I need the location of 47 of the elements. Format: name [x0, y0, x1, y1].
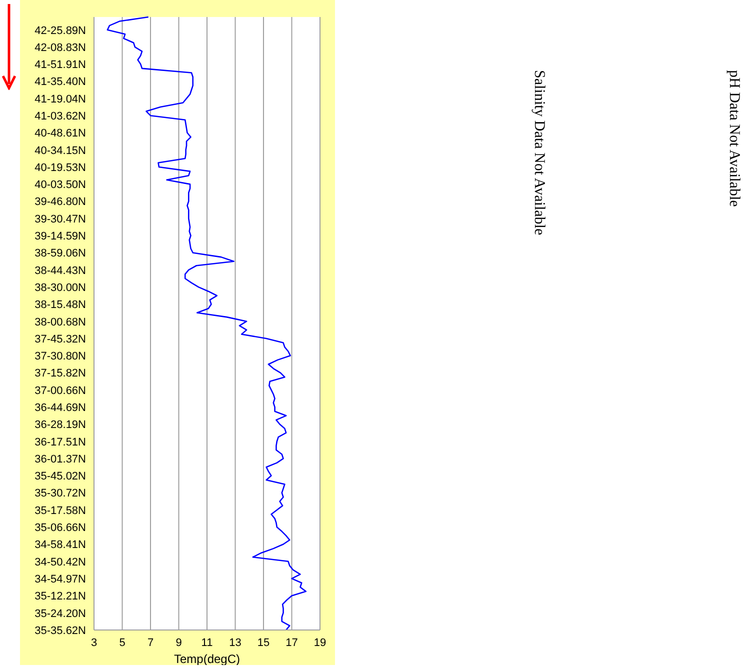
x-tick-label: 15 — [257, 636, 270, 649]
y-tick-label: 41-51.91N — [34, 59, 86, 72]
y-tick-label: 35-30.72N — [34, 488, 86, 500]
y-tick-label: 34-54.97N — [34, 573, 86, 586]
y-tick-label: 40-34.15N — [34, 144, 86, 157]
y-tick-label: 36-01.37N — [34, 453, 86, 466]
y-tick-label: 34-58.41N — [34, 539, 86, 552]
y-tick-label: 39-30.47N — [34, 213, 86, 226]
x-tick-label: 13 — [229, 636, 242, 649]
text: Salinity Data Not Available — [530, 70, 547, 236]
text: pH Data Not Available — [725, 70, 742, 207]
y-tick-label: 38-00.68N — [34, 316, 86, 328]
x-tick-label: 5 — [119, 636, 126, 649]
x-tick-label: 17 — [286, 636, 298, 649]
y-tick-label: 35-35.62N — [34, 624, 86, 637]
y-tick-label: 35-17.58N — [34, 504, 86, 517]
y-tick-label: 35-12.21N — [34, 590, 86, 603]
y-tick-label: 38-15.48N — [34, 299, 86, 312]
y-tick-label: 36-44.69N — [34, 402, 86, 414]
y-tick-label: 36-17.51N — [34, 436, 86, 448]
x-tick-label: 7 — [147, 636, 154, 649]
y-tick-label: 40-48.61N — [34, 128, 86, 140]
y-tick-label: 36-28.19N — [34, 419, 86, 432]
y-tick-label: 37-30.80N — [34, 350, 86, 363]
y-tick-label: 37-15.82N — [34, 368, 86, 380]
y-tick-label: 41-19.04N — [34, 93, 86, 106]
y-tick-label: 41-35.40N — [34, 76, 86, 88]
x-tick-label: 11 — [201, 636, 213, 649]
y-tick-label: 38-59.06N — [34, 248, 86, 260]
x-tick-label: 19 — [314, 636, 326, 649]
y-tick-label: 35-06.66N — [34, 522, 86, 534]
y-tick-label: 41-03.62N — [34, 110, 86, 122]
x-tick-label: 3 — [90, 636, 98, 649]
y-tick-label: 37-00.66N — [34, 384, 86, 397]
y-tick-label: 35-45.02N — [34, 470, 86, 483]
y-tick-label: 39-14.59N — [34, 230, 86, 243]
y-tick-label: 42-08.83N — [34, 42, 86, 54]
y-tick-label: 34-50.42N — [34, 556, 86, 568]
y-tick-label: 39-46.80N — [34, 196, 86, 208]
y-tick-label: 38-30.00N — [34, 282, 86, 294]
y-tick-label: 42-25.89N — [34, 24, 86, 37]
y-tick-label: 37-45.32N — [34, 333, 86, 346]
y-tick-label: 35-24.20N — [34, 608, 86, 620]
x-tick-label: 9 — [176, 636, 182, 649]
y-tick-label: 38-44.43N — [34, 264, 86, 277]
y-tick-label: 40-19.53N — [34, 162, 86, 174]
y-tick-label: 40-03.50N — [34, 179, 86, 192]
